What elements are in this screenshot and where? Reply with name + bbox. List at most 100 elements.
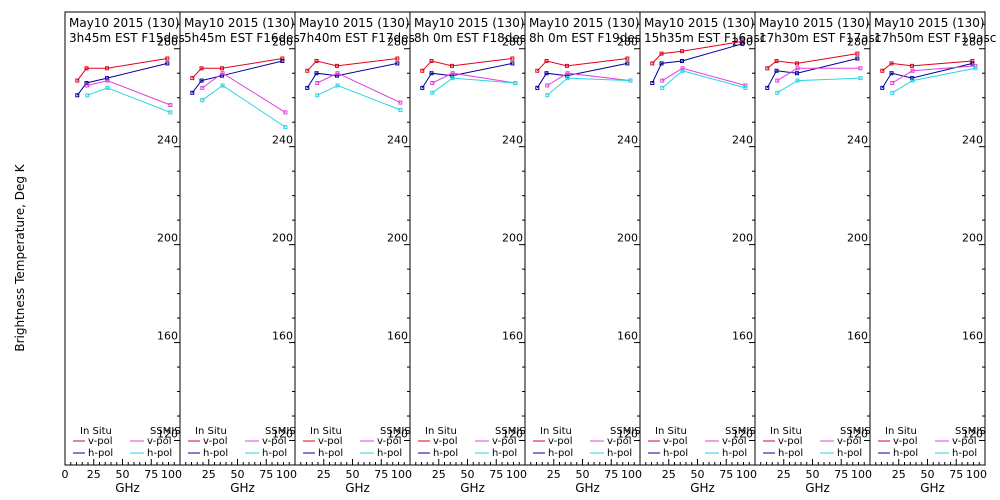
legend-label-insitu-vpol: v-pol [663,436,688,447]
y-tick-label: 160 [962,330,983,343]
x-tick-label: 75 [604,468,618,481]
y-tick-label: 280 [502,36,523,49]
data-point-ssmis_h [973,66,978,71]
panel-title-time: 8h 0m EST F18des [414,31,526,45]
data-point-ssmis_h [85,93,90,98]
legend-label-ssmis-vpol: v-pol [952,436,977,447]
panel-title-date: May10 2015 (130) [644,16,755,30]
y-tick-label: 280 [157,36,178,49]
data-point-insitu_h [334,73,339,78]
data-point-insitu_h [889,71,894,76]
x-tick-label: 25 [547,468,561,481]
y-tick-label: 240 [387,134,408,147]
legend-label-insitu-hpol: h-pol [663,448,688,459]
legend-label-ssmis-hpol: h-pol [377,448,402,459]
x-tick-label: 100 [276,468,297,481]
x-axis-title: GHz [230,481,255,495]
series-line-ssmis_v [662,67,746,86]
series-line-ssmis_v [87,80,171,106]
data-point-ssmis_v [910,68,915,73]
legend-label-ssmis-vpol: v-pol [492,436,517,447]
data-point-insitu_h [535,85,540,90]
data-point-insitu_v [740,39,745,44]
legend-label-ssmis-vpol: v-pol [722,436,747,447]
y-axis-title: Brightness Temperature, Deg K [13,163,27,351]
data-point-insitu_h [84,81,89,86]
y-tick-label: 160 [157,330,178,343]
data-point-insitu_h [909,76,914,81]
data-point-insitu_v [199,66,204,71]
series-line-insitu_v [881,60,973,72]
x-tick-label: 100 [391,468,412,481]
panel-title-time: 15h35m EST F16asc [644,31,766,45]
legend-insitu-title: In Situ [425,426,457,437]
data-point-ssmis_h [200,98,205,103]
panel-2: May10 2015 (130)5h45m EST F16des 120 160 20… [179,11,300,495]
data-point-ssmis_v [450,71,455,76]
data-point-ssmis_h [795,78,800,83]
y-tick-label: 200 [502,232,523,245]
y-tick-label: 160 [732,330,753,343]
legend-ssmis-title: SSMIS [955,426,986,437]
data-point-insitu_h [395,61,400,66]
panel-title-time: 17h50m EST F19asc [874,31,996,45]
data-point-insitu_h [449,73,454,78]
x-axis-title: GHz [115,481,140,495]
data-point-ssmis_h [775,90,780,95]
x-tick-label: 100 [736,468,757,481]
y-tick-label: 200 [387,232,408,245]
x-tick-label: 50 [346,468,360,481]
data-point-ssmis_v [545,83,550,88]
legend-label-ssmis-hpol: h-pol [607,448,632,459]
x-tick-label: 25 [777,468,791,481]
data-point-ssmis_h [105,85,110,90]
data-point-insitu_h [429,71,434,76]
x-tick-label: 25 [87,468,101,481]
y-tick-label: 200 [272,232,293,245]
legend-label-ssmis-hpol: h-pol [492,448,517,459]
y-tick-label: 280 [847,36,868,49]
y-tick-label: 160 [387,330,408,343]
data-point-ssmis_h [430,90,435,95]
y-tick-label: 240 [732,134,753,147]
y-tick-label: 200 [847,232,868,245]
x-axis-title: GHz [460,481,485,495]
legend-label-insitu-vpol: v-pol [548,436,573,447]
data-point-insitu_v [334,63,339,68]
data-point-ssmis_h [545,93,550,98]
data-point-ssmis_h [660,85,665,90]
data-point-insitu_h [794,71,799,76]
data-point-ssmis_v [283,110,288,115]
x-tick-label: 50 [921,468,935,481]
series-line-insitu_h [421,62,513,89]
x-tick-label: 100 [506,468,527,481]
data-point-ssmis_v [890,81,895,86]
data-point-insitu_v [219,66,224,71]
data-point-insitu_v [75,78,80,83]
x-tick-label: 25 [432,468,446,481]
x-axis-title: GHz [345,481,370,495]
data-point-ssmis_v [335,71,340,76]
series-line-ssmis_h [432,77,516,94]
data-point-ssmis_h [513,81,518,86]
data-point-insitu_v [280,56,285,61]
y-tick-label: 120 [732,428,753,441]
legend-label-insitu-hpol: h-pol [318,448,343,459]
data-point-insitu_h [104,76,109,81]
legend-label-ssmis-vpol: v-pol [837,436,862,447]
data-point-ssmis_h [283,125,288,130]
data-point-insitu_v [855,51,860,56]
data-point-ssmis_v [168,103,173,108]
data-point-ssmis_v [315,81,320,86]
data-point-insitu_v [544,58,549,63]
series-line-insitu_h [651,43,743,84]
series-line-insitu_v [76,58,168,81]
data-point-ssmis_h [743,85,748,90]
data-point-insitu_v [429,58,434,63]
series-line-ssmis_h [661,70,746,89]
legend-ssmis-title: SSMIS [610,426,641,437]
data-point-insitu_v [650,61,655,66]
data-point-ssmis_h [220,83,225,88]
x-tick-label: 50 [806,468,820,481]
